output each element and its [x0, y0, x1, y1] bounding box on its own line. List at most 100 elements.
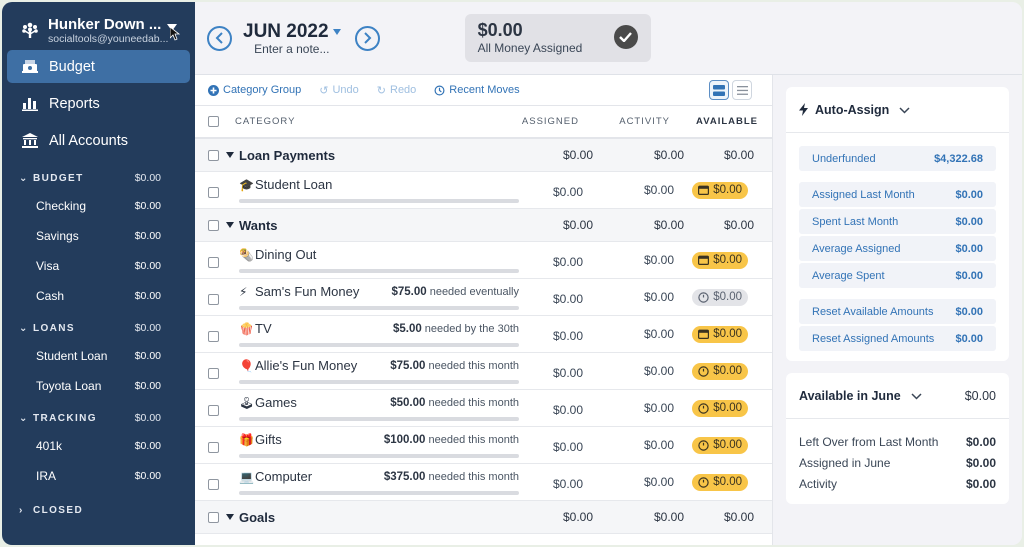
account-cash[interactable]: Cash $0.00 [36, 289, 161, 303]
auto-assign-header[interactable]: Auto-Assign [786, 87, 1009, 133]
assigned-input[interactable]: $0.00 [552, 329, 583, 343]
account-group-loans[interactable]: ⌄ LOANS $0.00 [19, 322, 161, 334]
sidebar-item-all-accounts[interactable]: All Accounts [7, 124, 190, 157]
auto-assign-option[interactable]: Underfunded $4,322.68 [799, 146, 996, 171]
available-pill[interactable]: $0.00 [692, 181, 748, 199]
category-group-row[interactable]: Wants $0.00 $0.00 $0.00 [195, 209, 772, 242]
account-checking[interactable]: Checking $0.00 [36, 199, 161, 213]
auto-assign-option[interactable]: Reset Assigned Amounts $0.00 [799, 326, 996, 351]
row-checkbox[interactable] [208, 405, 219, 416]
category-name[interactable]: 🌯Dining Out [239, 246, 317, 262]
budget-menu-caret-icon[interactable] [167, 24, 177, 31]
category-group-row[interactable]: Goals $0.00 $0.00 $0.00 [195, 501, 772, 534]
available-pill[interactable]: $0.00 [692, 436, 748, 454]
row-checkbox[interactable] [208, 511, 219, 523]
auto-assign-option[interactable]: Reset Available Amounts $0.00 [799, 299, 996, 324]
column-available[interactable]: AVAILABLE [696, 116, 758, 127]
available-pill[interactable]: $0.00 [692, 325, 748, 343]
category-row[interactable]: 🍿TV $5.00 needed by the 30th $0.00 $0.00 $0.… [195, 316, 772, 353]
activity-value[interactable]: $0.00 [643, 253, 674, 267]
column-activity[interactable]: ACTIVITY [619, 116, 670, 127]
account-group-budget[interactable]: ⌄ BUDGET $0.00 [19, 172, 161, 184]
month-selector[interactable]: JUN 2022 Enter a note... [243, 21, 341, 56]
sidebar-item-budget[interactable]: Budget [7, 50, 190, 83]
category-name[interactable]: 🎈Allie's Fun Money [239, 357, 358, 373]
column-category[interactable]: CATEGORY [235, 116, 296, 127]
category-name[interactable]: 🎁Gifts [239, 431, 282, 447]
row-checkbox[interactable] [208, 149, 219, 161]
available-header[interactable]: Available in June $0.00 [786, 373, 1009, 419]
category-name[interactable]: 🍿TV [239, 320, 272, 336]
auto-assign-option[interactable]: Spent Last Month $0.00 [799, 209, 996, 234]
assigned-input[interactable]: $0.00 [552, 366, 583, 380]
auto-assign-option[interactable]: Average Assigned $0.00 [799, 236, 996, 261]
account-savings[interactable]: Savings $0.00 [36, 229, 161, 243]
compact-view-button[interactable] [732, 80, 752, 100]
ready-to-assign[interactable]: $0.00 All Money Assigned [464, 14, 651, 62]
category-row[interactable]: 🎈Allie's Fun Money $75.00 needed this mon… [195, 353, 772, 390]
row-checkbox[interactable] [208, 331, 219, 342]
activity-value[interactable]: $0.00 [643, 183, 674, 197]
row-checkbox[interactable] [208, 442, 219, 453]
account-student-loan[interactable]: Student Loan $0.00 [36, 349, 161, 363]
category-name[interactable]: ⚡ Sam's Fun Money [239, 283, 360, 299]
auto-assign-option[interactable]: Assigned Last Month $0.00 [799, 182, 996, 207]
caret-down-icon[interactable] [226, 222, 234, 228]
account-group-tracking[interactable]: ⌄ TRACKING $0.00 [19, 412, 161, 424]
account-ira[interactable]: IRA $0.00 [36, 469, 161, 483]
activity-value[interactable]: $0.00 [643, 327, 674, 341]
activity-value[interactable]: $0.00 [643, 401, 674, 415]
sidebar-item-reports[interactable]: Reports [7, 87, 190, 120]
row-checkbox[interactable] [208, 257, 219, 268]
account-visa[interactable]: Visa $0.00 [36, 259, 161, 273]
category-name[interactable]: 🎓Student Loan [239, 176, 333, 192]
activity-value[interactable]: $0.00 [643, 364, 674, 378]
select-all-checkbox[interactable] [208, 116, 219, 127]
category-name[interactable]: 💻Computer [239, 468, 313, 484]
redo-button[interactable]: ↻ Redo [376, 84, 417, 97]
assigned-input[interactable]: $0.00 [552, 255, 583, 269]
available-pill[interactable]: $0.00 [692, 399, 748, 417]
activity-value[interactable]: $0.00 [643, 290, 674, 304]
column-assigned[interactable]: ASSIGNED [521, 116, 579, 127]
budget-switcher[interactable]: Hunker Down ... socialtools@youneedab... [2, 2, 195, 48]
category-row[interactable]: 🎁Gifts $100.00 needed this month $0.00 $0.0… [195, 427, 772, 464]
caret-down-icon[interactable] [226, 514, 234, 520]
caret-down-icon[interactable] [226, 152, 234, 158]
sidebar: Hunker Down ... socialtools@youneedab...… [2, 2, 195, 545]
next-month-button[interactable] [354, 25, 380, 51]
row-checkbox[interactable] [208, 479, 219, 490]
auto-assign-option[interactable]: Average Spent $0.00 [799, 263, 996, 288]
row-checkbox[interactable] [208, 294, 219, 305]
available-pill[interactable]: $0.00 [692, 362, 748, 380]
recent-moves-button[interactable]: Recent Moves [434, 84, 520, 96]
account-401k[interactable]: 401k $0.00 [36, 439, 161, 453]
category-name[interactable]: 🕹Games [239, 394, 297, 410]
activity-value[interactable]: $0.00 [643, 438, 674, 452]
assigned-input[interactable]: $0.00 [552, 477, 583, 491]
row-checkbox[interactable] [208, 219, 219, 231]
available-pill[interactable]: $0.00 [692, 473, 748, 491]
activity-value[interactable]: $0.00 [643, 475, 674, 489]
add-category-group-button[interactable]: Category Group [208, 84, 301, 96]
available-pill[interactable]: $0.00 [692, 288, 748, 306]
assigned-input[interactable]: $0.00 [552, 292, 583, 306]
category-row[interactable]: 🕹Games $50.00 needed this month $0.00 $0.00… [195, 390, 772, 427]
category-row[interactable]: 🎓Student Loan $0.00 $0.00 $0.00 [195, 172, 772, 209]
category-row[interactable]: ⚡ Sam's Fun Money $75.00 needed eventually… [195, 279, 772, 316]
expanded-view-button[interactable] [709, 80, 729, 100]
category-row[interactable]: 🌯Dining Out $0.00 $0.00 $0.00 [195, 242, 772, 279]
account-group-closed[interactable]: › CLOSED [19, 504, 84, 516]
month-note-input[interactable]: Enter a note... [254, 41, 330, 56]
prev-month-button[interactable] [207, 25, 232, 51]
category-group-row[interactable]: Loan Payments $0.00 $0.00 $0.00 [195, 139, 772, 172]
row-checkbox[interactable] [208, 368, 219, 379]
account-toyota-loan[interactable]: Toyota Loan $0.00 [36, 379, 161, 393]
row-checkbox[interactable] [208, 187, 219, 198]
available-pill[interactable]: $0.00 [692, 251, 748, 269]
assigned-input[interactable]: $0.00 [552, 440, 583, 454]
category-row[interactable]: 💻Computer $375.00 needed this month $0.00 $… [195, 464, 772, 501]
undo-button[interactable]: ↺ Undo [319, 84, 359, 97]
assigned-input[interactable]: $0.00 [552, 403, 583, 417]
assigned-input[interactable]: $0.00 [552, 185, 583, 199]
